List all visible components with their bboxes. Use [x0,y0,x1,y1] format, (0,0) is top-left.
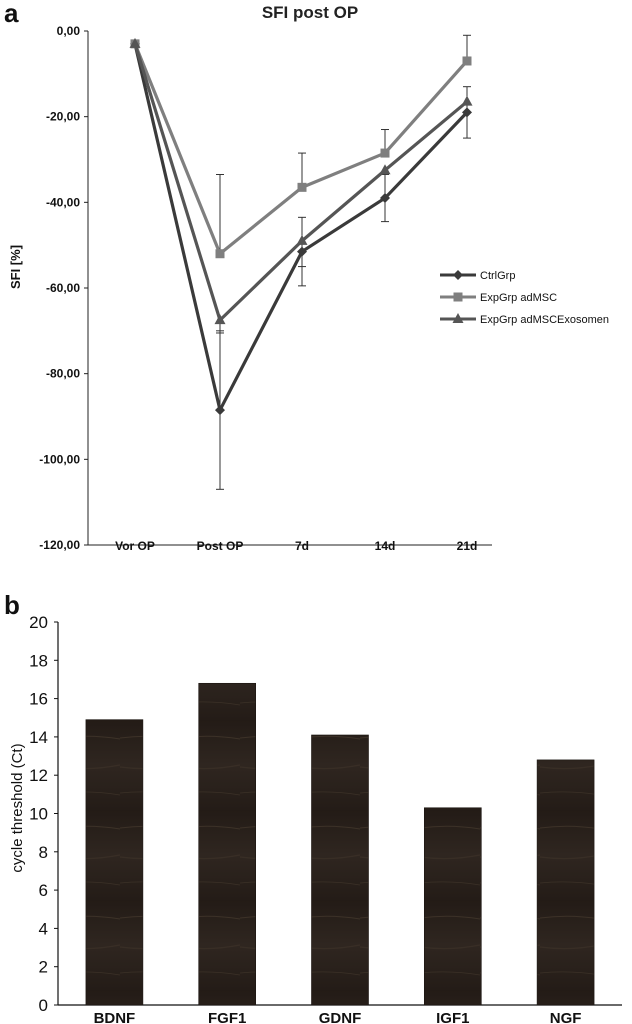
chart-b-xtick-label: NGF [550,1010,582,1024]
chart-b-xtick-label: BDNF [94,1010,136,1024]
chart-a-point [462,107,472,118]
chart-a-xtick-label: Vor OP [115,539,155,553]
chart-a-ytick-label: -60,00 [46,281,80,295]
chart-b-ytick-label: 20 [29,613,48,632]
chart-a-title: SFI post OP [262,3,358,22]
chart-b-ytick-label: 10 [29,805,48,824]
chart-a-legend: CtrlGrp ExpGrp adMSC ExpGrp adMSCExosomen [440,270,609,326]
chart-a-ylabel: SFI [%] [8,245,23,289]
chart-b-bar-bdnf [85,719,144,1006]
panel-label-a: a [4,0,19,28]
chart-b-bar-fgf1 [198,682,256,1006]
chart-b-bar-gdnf [311,734,369,1006]
chart-a-point [380,148,390,158]
chart-a-series-line-2 [133,43,469,322]
chart-b-ytick-label: 4 [39,919,48,938]
chart-a-ytick-label: -120,00 [39,538,80,552]
legend-label: ExpGrp adMSCExosomen [480,314,609,326]
chart-a-point [296,234,308,245]
chart-b-xtick-label: IGF1 [436,1010,469,1024]
chart-b-ytick-label: 16 [29,690,48,709]
chart-b-ylabel: cycle threshold (Ct) [9,743,26,872]
chart-a-series-line-1 [133,43,469,256]
chart-a: 0,00 -20,00 -40,00 -60,00 -80,00 -100,00 -120,… [39,24,492,553]
chart-a-xtick-label: 7d [295,539,309,553]
chart-b-xtick-label: FGF1 [208,1010,246,1024]
panel-label-b: b [4,590,20,620]
legend-label: CtrlGrp [480,270,515,282]
chart-b-bar-igf1 [423,807,482,1006]
chart-a-point [462,56,472,66]
chart-a-ytick-label: -100,00 [39,452,80,466]
chart-a-point [297,246,307,257]
chart-a-point [380,193,390,204]
legend-marker [452,313,464,323]
chart-b-xtick-label: GDNF [319,1010,362,1024]
legend-label: ExpGrp adMSC [480,292,557,304]
chart-a-point [379,164,391,175]
chart-b-ytick-label: 18 [29,651,48,670]
chart-b-ytick-label: 14 [29,728,48,747]
chart-a-point [297,182,307,192]
chart-a-xtick-label: Post OP [197,539,244,553]
chart-b-ytick-label: 2 [39,958,48,977]
legend-marker [453,292,463,302]
chart-a-ytick-label: -80,00 [46,367,80,381]
chart-a-point [214,314,226,325]
chart-a-xtick-label: 14d [375,539,396,553]
chart-a-xtick-label: 21d [457,539,478,553]
chart-a-series-line-0 [133,43,469,412]
chart-b: 0 2 4 6 8 10 12 14 16 18 20 BDNF FGF1 GDNF IGF1 NGF [29,613,622,1024]
chart-b-ytick-label: 0 [39,996,48,1015]
chart-a-ytick-label: 0,00 [57,24,81,38]
chart-b-ytick-label: 12 [29,766,48,785]
chart-b-bar-ngf [536,759,595,1006]
chart-a-point [215,405,225,416]
chart-a-point [215,249,225,259]
chart-b-ytick-label: 8 [39,843,48,862]
chart-a-point [461,95,473,106]
chart-b-ytick-label: 6 [39,881,48,900]
chart-a-point [129,37,141,48]
legend-marker [453,270,463,280]
chart-a-ytick-label: -20,00 [46,110,80,124]
chart-a-ytick-label: -40,00 [46,195,80,209]
